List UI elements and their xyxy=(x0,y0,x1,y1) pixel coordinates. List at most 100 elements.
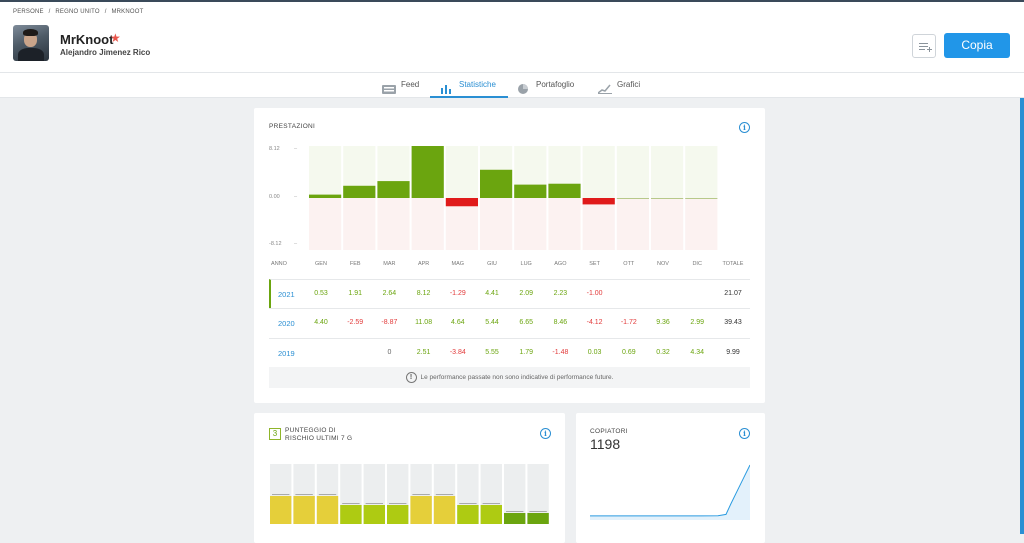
add-to-watchlist-button[interactable] xyxy=(912,34,936,58)
month-header-ago: AGO xyxy=(554,261,567,267)
month-value-cell: -8.87 xyxy=(381,319,398,326)
perf-bar-lug[interactable] xyxy=(514,184,547,198)
month-value-cell: 11.08 xyxy=(415,319,433,326)
perf-bar-mar[interactable] xyxy=(377,181,410,198)
month-value-cell: 0.03 xyxy=(587,349,602,356)
month-value-cell: 8.12 xyxy=(416,290,431,297)
copiers-title: COPIATORI xyxy=(590,428,628,435)
risk-bar-6[interactable] xyxy=(387,505,409,524)
table-row[interactable] xyxy=(269,308,750,338)
month-value-cell: 0.53 xyxy=(314,290,328,297)
month-value-cell: 0.32 xyxy=(656,349,670,356)
year-cell[interactable]: 2020 xyxy=(278,319,295,328)
perf-bar-gen[interactable] xyxy=(309,194,342,198)
total-cell: 9.99 xyxy=(726,349,740,356)
month-value-cell: 0 xyxy=(387,349,392,356)
risk-bar-9[interactable] xyxy=(457,505,479,524)
perf-bar-giu[interactable] xyxy=(480,169,513,198)
total-cell: 21.07 xyxy=(724,290,742,297)
top-accent-line xyxy=(0,0,1024,2)
month-value-cell: 6.65 xyxy=(519,319,533,326)
copiers-line xyxy=(590,464,750,517)
breadcrumb-persone[interactable]: PERSONE xyxy=(13,9,44,15)
perf-bar-mag[interactable] xyxy=(445,198,478,207)
copy-button[interactable]: Copia xyxy=(944,33,1010,58)
total-cell: 39.43 xyxy=(724,319,742,326)
risk-bar-chart xyxy=(270,464,549,524)
tab-bar: Feed Statistiche Portafoglio Grafici xyxy=(0,73,1024,98)
tab-statistiche[interactable]: Statistiche xyxy=(430,73,508,98)
tab-portafoglio[interactable]: Portafoglio xyxy=(517,73,574,98)
scrollbar[interactable] xyxy=(1020,98,1024,534)
month-value-cell: -1.48 xyxy=(552,349,569,356)
breadcrumb-sep: / xyxy=(104,9,107,15)
copiers-card xyxy=(576,413,765,543)
perf-bar-ago[interactable] xyxy=(548,183,581,198)
info-icon[interactable]: i xyxy=(739,428,750,439)
tab-feed[interactable]: Feed xyxy=(382,73,419,98)
month-value-cell: -1.29 xyxy=(449,290,466,297)
risk-bar-5[interactable] xyxy=(363,505,385,524)
bar-chart-icon xyxy=(440,80,454,94)
month-value-cell: 4.41 xyxy=(485,290,499,297)
month-value-cell: 1.91 xyxy=(348,290,362,297)
line-chart-icon xyxy=(597,80,612,94)
month-header-dic: DIC xyxy=(692,261,702,267)
month-value-cell: -1.72 xyxy=(620,319,637,326)
perf-bar-ott[interactable] xyxy=(616,198,649,199)
feed-icon xyxy=(382,80,396,94)
month-value-cell: 4.34 xyxy=(690,349,704,356)
risk-bar-12[interactable] xyxy=(527,513,549,524)
month-header-set: SET xyxy=(589,261,600,267)
year-cell[interactable]: 2019 xyxy=(278,349,295,358)
month-value-cell: -2.59 xyxy=(347,319,364,326)
profile-header: PERSONE / REGNO UNITO / MRKNOOT MrKnoot … xyxy=(0,2,1024,73)
month-value-cell: 2.09 xyxy=(519,290,533,297)
month-header-mag: MAG xyxy=(451,261,465,267)
month-header-apr: APR xyxy=(417,261,430,267)
axis-mid-label: 0.00 xyxy=(269,194,280,200)
month-header-gen: GEN xyxy=(315,261,327,267)
breadcrumb-regno-unito[interactable]: REGNO UNITO xyxy=(55,9,100,15)
month-value-cell: 0.69 xyxy=(621,349,636,356)
month-header-nov: NOV xyxy=(657,261,669,267)
perf-bar-apr[interactable] xyxy=(411,146,444,198)
risk-title: PUNTEGGIO DI RISCHIO ULTIMI 7 G xyxy=(285,427,353,442)
perf-bar-nov[interactable] xyxy=(651,198,684,199)
month-value-cell: 2.51 xyxy=(416,349,431,356)
perf-bar-set[interactable] xyxy=(582,198,615,205)
risk-bar-8[interactable] xyxy=(433,496,456,524)
month-value-cell: 2.64 xyxy=(382,290,397,297)
warning-icon: ! xyxy=(405,371,417,383)
month-value-cell: 5.55 xyxy=(485,349,499,356)
risk-bar-4[interactable] xyxy=(340,505,362,524)
breadcrumb-current: MRKNOOT xyxy=(111,9,144,15)
risk-bar-3[interactable] xyxy=(316,496,339,524)
risk-bar-11[interactable] xyxy=(504,513,526,524)
perf-bar-dic[interactable] xyxy=(685,198,718,199)
info-icon[interactable]: i xyxy=(540,428,551,439)
month-value-cell: 4.64 xyxy=(450,319,465,326)
risk-bar-10[interactable] xyxy=(480,505,502,524)
year-cell[interactable]: 2021 xyxy=(278,290,295,299)
star-icon[interactable]: ★ xyxy=(110,31,121,45)
risk-bar-1[interactable] xyxy=(270,496,292,524)
table-row[interactable] xyxy=(269,338,750,368)
performance-title: PRESTAZIONI xyxy=(269,123,316,130)
risk-bar-2[interactable] xyxy=(293,496,315,524)
table-row[interactable] xyxy=(269,279,750,309)
month-value-cell: 8.46 xyxy=(553,319,568,326)
pie-chart-icon xyxy=(517,80,531,94)
month-value-cell: -4.12 xyxy=(586,319,603,326)
month-header-mar: MAR xyxy=(383,261,396,267)
axis-bottom-label: -8.12 xyxy=(269,241,282,247)
perf-bar-feb[interactable] xyxy=(343,185,376,198)
breadcrumb: PERSONE / REGNO UNITO / MRKNOOT xyxy=(13,9,147,15)
performance-bar-chart xyxy=(309,146,718,250)
risk-bar-7[interactable] xyxy=(410,496,432,524)
risk-score-badge: 3 xyxy=(269,428,281,440)
info-icon[interactable]: i xyxy=(739,122,750,133)
tab-grafici[interactable]: Grafici xyxy=(597,73,640,98)
avatar[interactable] xyxy=(13,25,49,61)
month-header-giu: GIU xyxy=(487,261,497,267)
